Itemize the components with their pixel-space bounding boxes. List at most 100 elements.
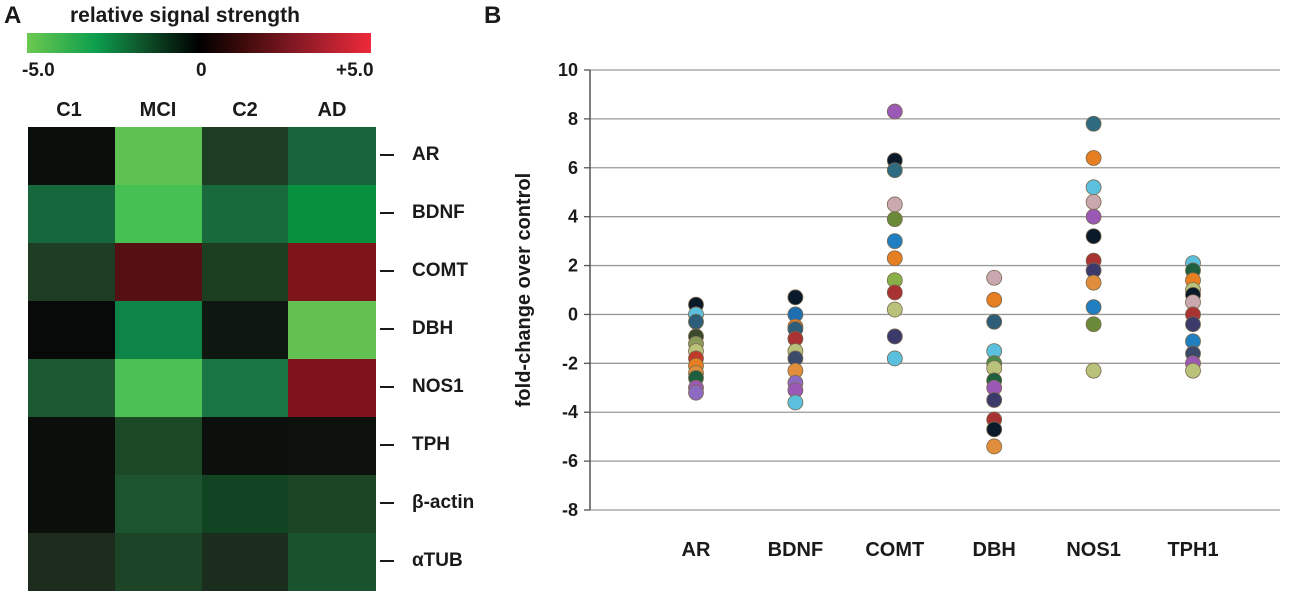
- heatmap-column-header: C1: [56, 99, 82, 121]
- data-point: [1085, 299, 1102, 316]
- heatmap-cell: [115, 243, 202, 301]
- data-point: [1085, 208, 1102, 225]
- row-tick-mark: [380, 443, 394, 446]
- data-point: [986, 421, 1003, 438]
- row-tick-mark: [380, 327, 394, 330]
- heatmap-column-header: C2: [232, 99, 258, 121]
- data-point: [986, 269, 1003, 286]
- heatmap-cell: [288, 243, 376, 301]
- row-label-text: αTUB: [412, 550, 463, 571]
- heatmap-cell: [202, 243, 289, 301]
- y-tick-label: -6: [562, 451, 578, 471]
- y-tick-label: -4: [562, 402, 578, 422]
- data-point: [886, 196, 903, 213]
- data-point: [886, 103, 903, 120]
- data-point: [986, 291, 1003, 308]
- data-point: [1085, 150, 1102, 166]
- y-tick-label: 2: [568, 256, 578, 276]
- row-tick-mark: [380, 269, 394, 272]
- heatmap-cell: [288, 417, 376, 475]
- heatmap-cell: [28, 127, 115, 185]
- heatmap-row-label: BDNF: [380, 202, 465, 224]
- data-point: [886, 250, 903, 267]
- row-label-text: DBH: [412, 318, 454, 339]
- heatmap-row-label: β-actin: [380, 492, 474, 514]
- y-tick-label: 0: [568, 304, 578, 324]
- heatmap-cell: [115, 533, 202, 591]
- data-point: [886, 162, 903, 179]
- heatmap-cell: [202, 301, 289, 359]
- data-point: [688, 313, 704, 330]
- colorbar-min-label: -5.0: [22, 60, 55, 81]
- heatmap-cell: [115, 359, 202, 417]
- heatmap-grid: [28, 127, 376, 591]
- heatmap-column-header: AD: [317, 99, 347, 121]
- heatmap-cell: [202, 533, 289, 591]
- x-category-label: BDNF: [768, 539, 824, 561]
- y-tick-label: 8: [568, 109, 578, 129]
- x-category-label: TPH1: [1167, 539, 1218, 561]
- data-point: [1085, 179, 1102, 196]
- data-point: [986, 438, 1003, 455]
- x-category-label: AR: [682, 539, 711, 561]
- data-point: [986, 392, 1003, 408]
- data-point: [886, 233, 903, 250]
- heatmap-cell: [28, 359, 115, 417]
- data-point: [787, 394, 804, 411]
- heatmap-cell: [115, 417, 202, 475]
- heatmap-row-label: NOS1: [380, 376, 464, 398]
- row-label-text: BDNF: [412, 202, 465, 223]
- row-tick-mark: [380, 385, 394, 388]
- heatmap-cell: [288, 475, 376, 533]
- row-label-text: β-actin: [412, 492, 475, 513]
- data-point: [1085, 115, 1102, 132]
- heatmap-cell: [28, 417, 115, 475]
- heatmap-cell: [115, 301, 202, 359]
- heatmap-cell: [115, 475, 202, 533]
- heatmap-cell: [202, 359, 289, 417]
- scatter-chart: -8 -6 -4 -2 0 2 4 6 8 10 fold-change over control A…: [513, 60, 1280, 561]
- row-tick-mark: [380, 501, 394, 504]
- colorbar-mid-label: 0: [196, 60, 207, 81]
- data-point: [1085, 194, 1102, 210]
- row-tick-mark: [380, 153, 394, 156]
- y-tick-label: -8: [562, 500, 578, 520]
- data-point: [1085, 274, 1102, 291]
- panel-a-letter: A: [4, 2, 22, 29]
- heatmap-row-label: DBH: [380, 318, 453, 340]
- heatmap-cell: [288, 301, 376, 359]
- data-point: [1085, 316, 1102, 333]
- heatmap-cell: [28, 185, 115, 243]
- data-point: [1085, 228, 1102, 245]
- data-point: [886, 350, 903, 367]
- y-tick-label: 6: [568, 158, 578, 178]
- heatmap-cell: [288, 185, 376, 243]
- heatmap-cell: [288, 533, 376, 591]
- heatmap-column-header: MCI: [139, 99, 177, 121]
- y-tick-label: 4: [568, 207, 578, 227]
- data-point: [886, 211, 903, 228]
- data-point: [688, 384, 704, 401]
- panel-b-letter: B: [484, 2, 502, 29]
- data-point: [986, 313, 1003, 330]
- row-label-text: COMT: [412, 260, 468, 281]
- data-point: [886, 284, 903, 301]
- heatmap-cell: [115, 127, 202, 185]
- x-category-label: NOS1: [1066, 539, 1120, 561]
- x-category-label: COMT: [865, 539, 924, 561]
- data-point: [1085, 362, 1102, 379]
- colorbar-title: relative signal strength: [70, 4, 300, 27]
- heatmap-cell: [202, 475, 289, 533]
- heatmap-cell: [202, 417, 289, 475]
- heatmap-cell: [28, 475, 115, 533]
- x-category-label: DBH: [973, 539, 1016, 561]
- row-label-text: NOS1: [412, 376, 464, 397]
- heatmap-row-label: TPH: [380, 434, 450, 456]
- row-tick-mark: [380, 211, 394, 214]
- data-point: [1185, 362, 1201, 379]
- heatmap-cell: [288, 359, 376, 417]
- heatmap-row-label: COMT: [380, 260, 468, 282]
- row-label-text: TPH: [412, 434, 450, 455]
- colorbar-gradient: [27, 33, 371, 53]
- row-label-text: AR: [412, 144, 440, 165]
